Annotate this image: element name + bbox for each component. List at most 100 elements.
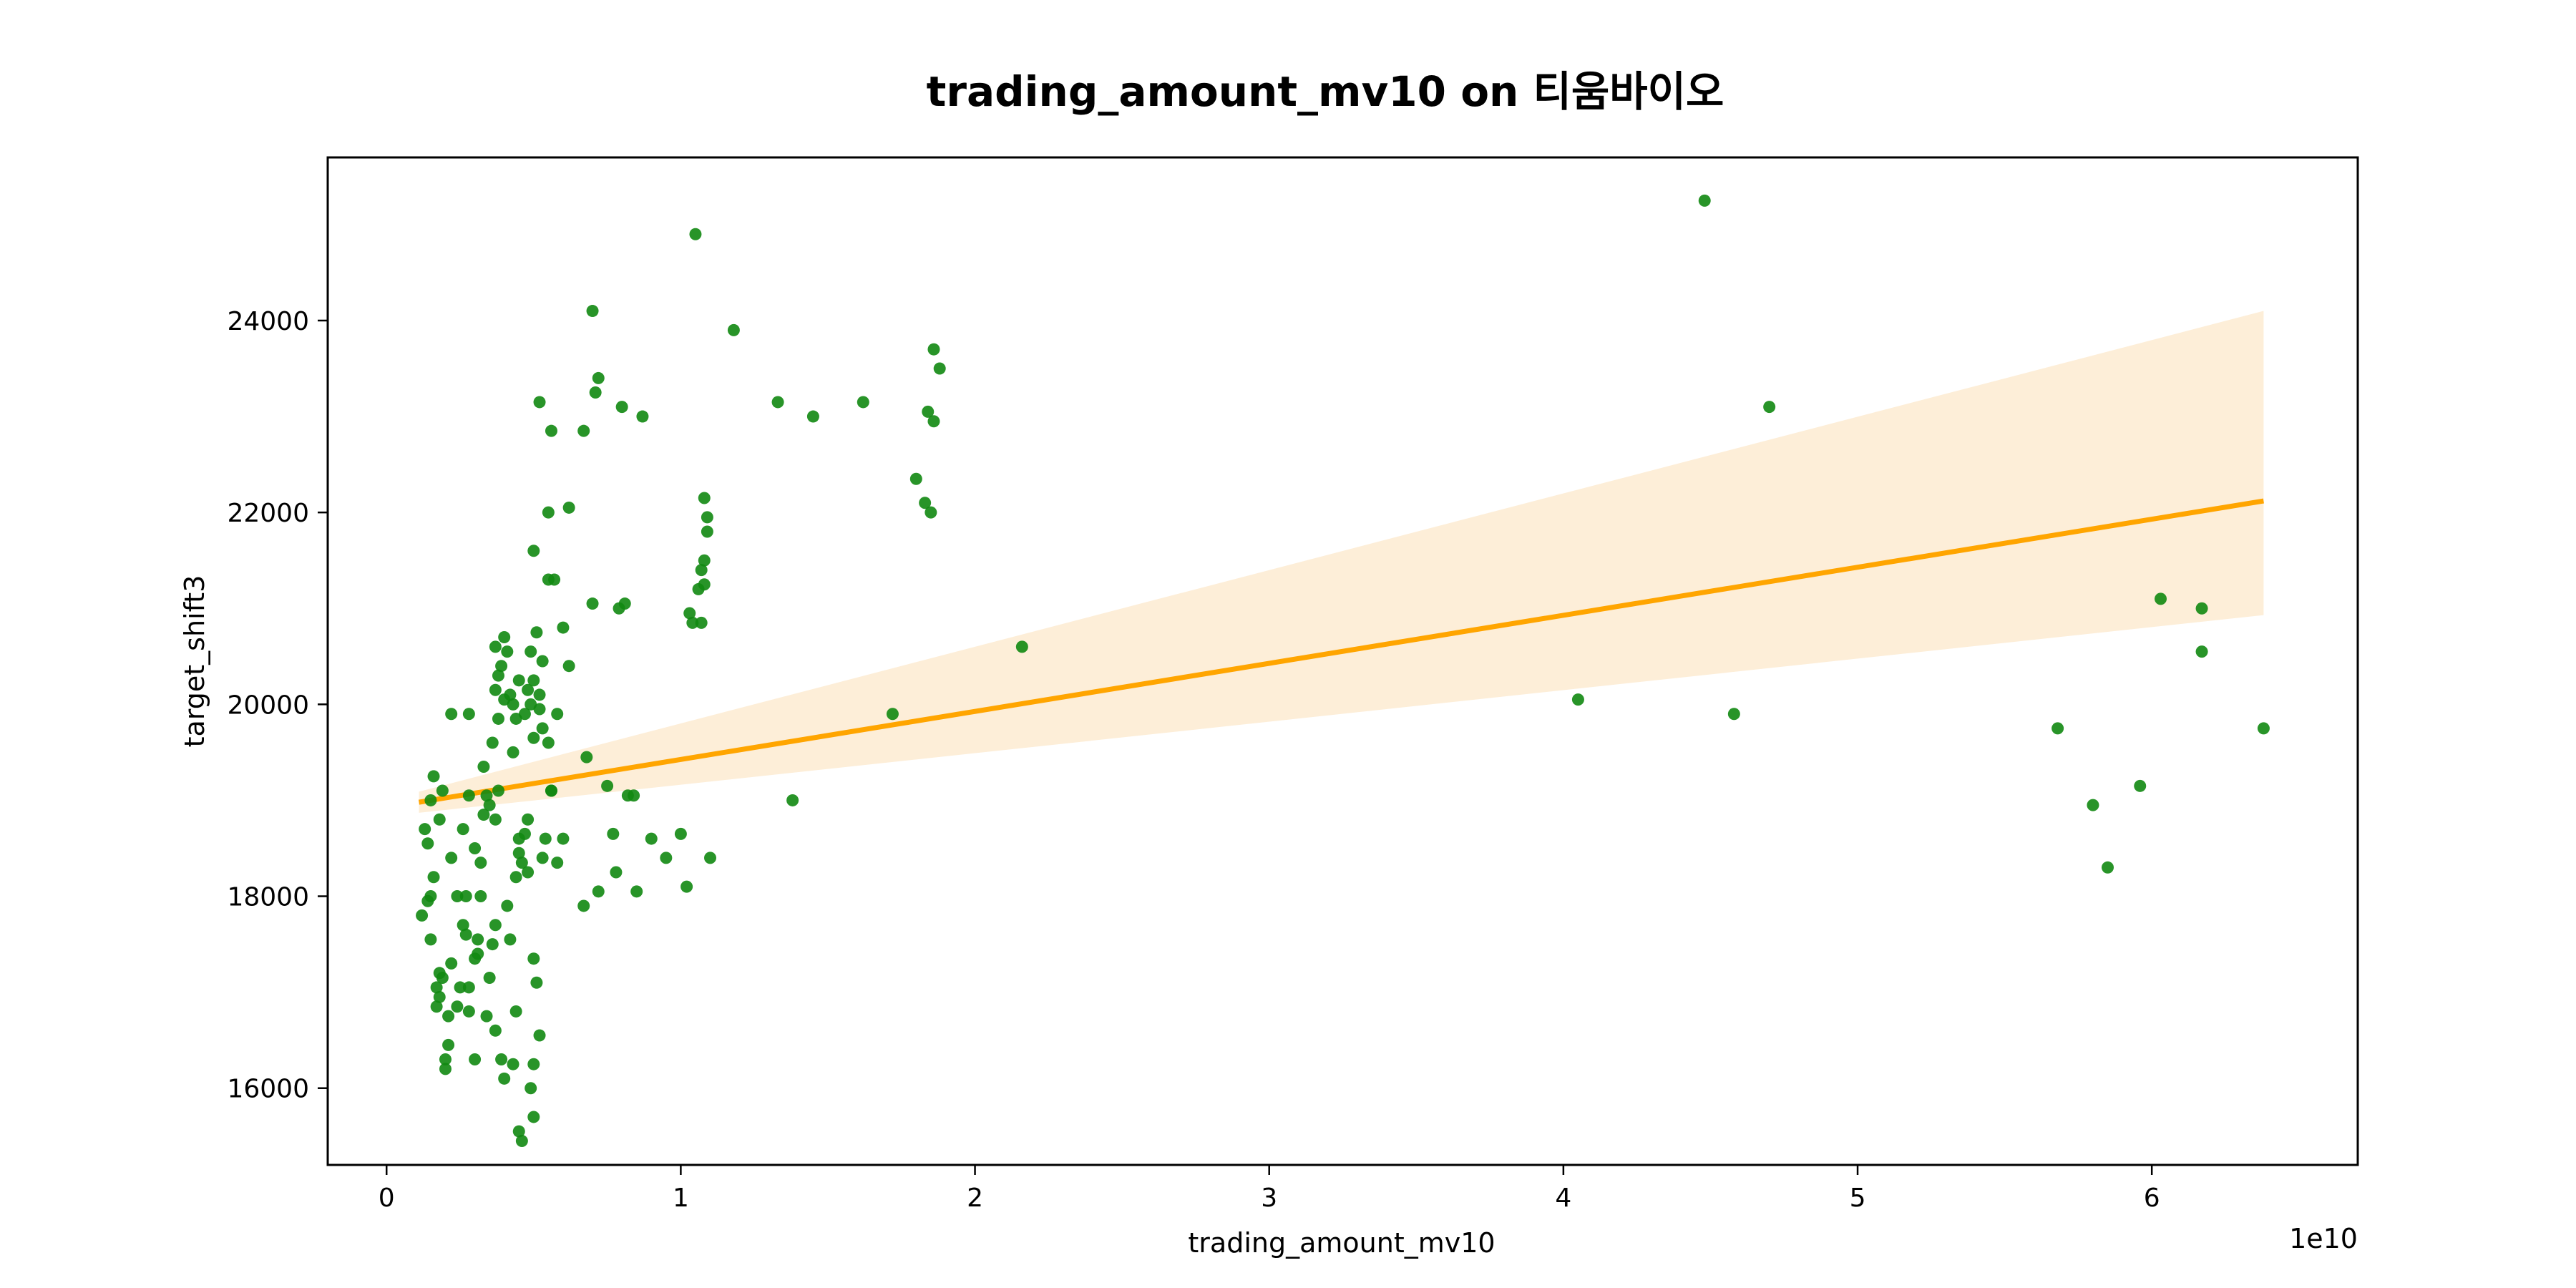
scatter-point: [419, 823, 431, 836]
scatter-point: [551, 708, 564, 721]
x-tick-label: 2: [967, 1184, 983, 1213]
scatter-point: [504, 933, 517, 946]
scatter-point: [701, 511, 713, 524]
regression-line: [418, 498, 2264, 805]
confidence-band-layer: [419, 311, 2264, 813]
scatter-point: [445, 852, 458, 864]
scatter-point: [489, 640, 502, 653]
scatter-point: [512, 674, 525, 687]
scatter-point: [507, 746, 519, 758]
scatter-point: [536, 655, 549, 668]
x-axis-label: trading_amount_mv10: [1188, 1227, 1495, 1259]
scatter-point: [442, 1038, 455, 1051]
scatter-point: [618, 597, 631, 610]
scatter-point: [486, 938, 499, 951]
scatter-point: [459, 928, 472, 941]
scatter-point: [533, 1029, 546, 1042]
scatter-point: [530, 626, 543, 639]
scatter-point: [527, 1058, 540, 1070]
y-tick-label: 24000: [227, 307, 309, 336]
scatter-point: [704, 852, 717, 864]
scatter-point: [489, 919, 502, 932]
scatter-point: [924, 506, 937, 519]
scatter-point: [489, 1024, 502, 1037]
scatter-point: [527, 545, 540, 557]
scatter-point: [430, 1000, 443, 1013]
scatter-point: [427, 770, 440, 783]
x-tick-label: 3: [1261, 1184, 1277, 1213]
scatter-point: [580, 751, 593, 763]
scatter-point: [474, 857, 487, 869]
scatter-point: [695, 616, 708, 629]
scatter-point: [433, 813, 446, 826]
scatter-point: [607, 827, 620, 840]
scatter-point: [498, 1072, 511, 1085]
scatter-point: [527, 1111, 540, 1123]
scatter-point: [630, 885, 643, 898]
scatter-point: [462, 1005, 475, 1018]
chart-title: trading_amount_mv10 on 티움바이오: [927, 67, 1724, 116]
scatter-point: [477, 809, 490, 821]
confidence-band: [419, 311, 2264, 813]
scatter-point: [586, 305, 599, 318]
scatter-point: [462, 708, 475, 721]
scatter-point: [522, 866, 535, 879]
scatter-point: [442, 1010, 455, 1023]
scatter-point: [483, 972, 496, 985]
scatter-point: [683, 607, 696, 620]
scatter-point: [457, 919, 469, 932]
scatter-point: [2257, 722, 2270, 735]
scatter-point: [533, 688, 546, 701]
scatter-point: [469, 1053, 482, 1065]
scatter-point: [2155, 592, 2167, 605]
scatter-point: [695, 564, 708, 577]
scatter-point: [527, 674, 540, 687]
scatter-point: [525, 1082, 537, 1095]
scatter-point: [451, 890, 464, 903]
scatter-point: [536, 852, 549, 864]
scatter-point: [509, 871, 522, 884]
scatter-point: [445, 708, 458, 721]
scatter-point: [489, 683, 502, 696]
x-tick-label: 0: [379, 1184, 395, 1213]
scatter-point: [416, 909, 429, 922]
scatter-point: [472, 947, 484, 960]
scatter-point: [680, 880, 693, 893]
scatter-point: [1698, 194, 1711, 207]
scatter-point: [545, 424, 557, 437]
scatter-point: [427, 871, 440, 884]
scatter-point: [660, 852, 673, 864]
y-tick-label: 22000: [227, 499, 309, 528]
scatter-point: [462, 981, 475, 994]
scatter-point: [557, 832, 570, 845]
scatter-point: [698, 578, 711, 591]
scatter-point: [512, 1125, 525, 1138]
scatter-point: [436, 784, 449, 797]
scatter-point: [533, 703, 546, 716]
scatter-point: [601, 779, 614, 792]
scatter-point: [462, 789, 475, 802]
scatter-point: [483, 799, 496, 811]
scatter-point: [489, 813, 502, 826]
scatter-point: [2195, 602, 2208, 615]
scatter-point: [512, 832, 525, 845]
scatter-point: [480, 789, 493, 802]
scatter-point: [424, 794, 437, 806]
scatter-point: [509, 1005, 522, 1018]
scatter-point: [542, 736, 555, 749]
scatter-point: [557, 621, 570, 634]
y-tick-label: 18000: [227, 883, 309, 912]
scatter-point: [1763, 401, 1776, 414]
scatter-point: [501, 645, 514, 658]
scatter-point: [439, 1063, 452, 1075]
scatter-points-layer: [416, 194, 2270, 1147]
scatter-point: [454, 981, 467, 994]
scatter-point: [698, 554, 711, 567]
x-tick-label: 4: [1555, 1184, 1571, 1213]
scatter-point: [1727, 708, 1740, 721]
plot-frame: [326, 156, 2359, 1166]
scatter-point: [492, 669, 504, 682]
scatter-point: [539, 832, 552, 845]
scatter-point: [586, 597, 599, 610]
